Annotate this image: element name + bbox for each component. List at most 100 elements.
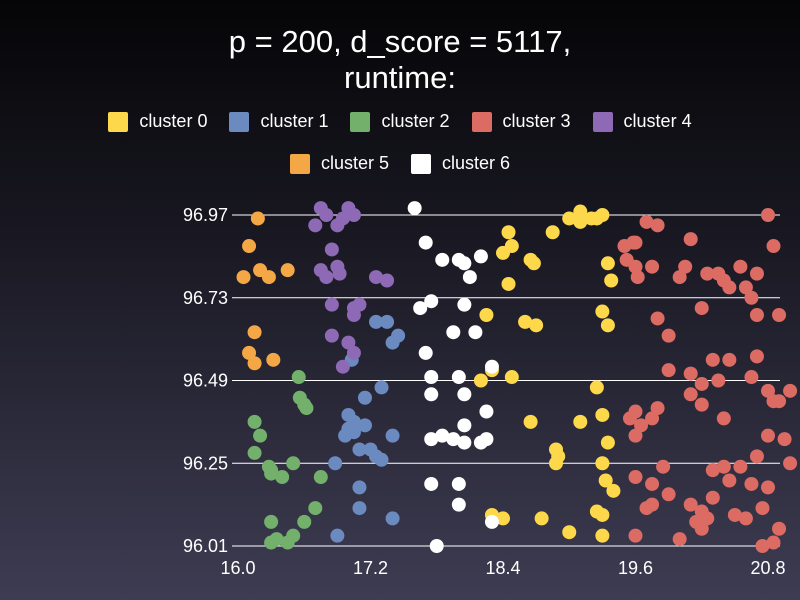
point-cluster-6[interactable] — [424, 370, 439, 385]
point-cluster-0[interactable] — [562, 211, 577, 226]
point-cluster-1[interactable] — [357, 390, 372, 405]
point-cluster-2[interactable] — [253, 428, 268, 443]
point-cluster-0[interactable] — [595, 407, 610, 422]
point-cluster-5[interactable] — [280, 263, 295, 278]
point-cluster-3[interactable] — [661, 363, 676, 378]
point-cluster-0[interactable] — [598, 473, 613, 488]
point-cluster-2[interactable] — [264, 514, 279, 529]
point-cluster-3[interactable] — [628, 428, 643, 443]
point-cluster-6[interactable] — [473, 249, 488, 264]
point-cluster-1[interactable] — [352, 442, 367, 457]
point-cluster-3[interactable] — [683, 387, 698, 402]
legend-item-cluster-4[interactable]: cluster 4 — [592, 111, 692, 132]
point-cluster-4[interactable] — [324, 242, 339, 257]
point-cluster-2[interactable] — [308, 501, 323, 516]
point-cluster-3[interactable] — [645, 259, 660, 274]
point-cluster-5[interactable] — [261, 270, 276, 285]
point-cluster-3[interactable] — [749, 266, 764, 281]
point-cluster-3[interactable] — [683, 232, 698, 247]
point-cluster-3[interactable] — [650, 401, 665, 416]
point-cluster-4[interactable] — [346, 345, 361, 360]
point-cluster-3[interactable] — [761, 428, 775, 443]
point-cluster-3[interactable] — [678, 259, 693, 274]
point-cluster-2[interactable] — [291, 370, 306, 385]
point-cluster-2[interactable] — [264, 535, 279, 550]
point-cluster-5[interactable] — [266, 352, 281, 367]
point-cluster-0[interactable] — [604, 273, 619, 288]
point-cluster-2[interactable] — [299, 401, 314, 416]
legend-item-cluster-6[interactable]: cluster 6 — [411, 153, 510, 174]
point-cluster-3[interactable] — [733, 259, 748, 274]
point-cluster-3[interactable] — [694, 397, 709, 412]
point-cluster-2[interactable] — [297, 514, 312, 529]
point-cluster-4[interactable] — [346, 307, 361, 322]
point-cluster-1[interactable] — [352, 480, 367, 495]
point-cluster-3[interactable] — [622, 411, 637, 426]
point-cluster-0[interactable] — [595, 304, 610, 319]
point-cluster-6[interactable] — [484, 359, 499, 374]
point-cluster-3[interactable] — [755, 501, 770, 516]
point-cluster-0[interactable] — [473, 373, 488, 388]
point-cluster-3[interactable] — [672, 532, 687, 547]
point-cluster-1[interactable] — [380, 314, 395, 329]
point-cluster-2[interactable] — [275, 470, 290, 485]
point-cluster-6[interactable] — [451, 497, 466, 512]
legend-item-cluster-2[interactable]: cluster 2 — [350, 111, 450, 132]
point-cluster-3[interactable] — [744, 476, 759, 491]
point-cluster-0[interactable] — [573, 414, 588, 429]
point-cluster-3[interactable] — [766, 535, 781, 550]
point-cluster-3[interactable] — [711, 373, 726, 388]
point-cluster-5[interactable] — [247, 356, 262, 371]
point-cluster-4[interactable] — [335, 359, 350, 374]
point-cluster-3[interactable] — [749, 307, 764, 322]
point-cluster-3[interactable] — [727, 507, 742, 522]
point-cluster-1[interactable] — [369, 449, 384, 464]
point-cluster-0[interactable] — [600, 318, 615, 333]
point-cluster-6[interactable] — [435, 428, 450, 443]
point-cluster-6[interactable] — [424, 387, 439, 402]
point-cluster-3[interactable] — [661, 328, 676, 343]
point-cluster-3[interactable] — [661, 487, 676, 502]
point-cluster-3[interactable] — [634, 418, 649, 433]
point-cluster-6[interactable] — [424, 476, 439, 491]
point-cluster-3[interactable] — [700, 511, 715, 526]
point-cluster-0[interactable] — [573, 214, 588, 229]
point-cluster-6[interactable] — [451, 370, 466, 385]
point-cluster-4[interactable] — [324, 328, 339, 343]
point-cluster-3[interactable] — [749, 349, 764, 364]
legend-item-cluster-0[interactable]: cluster 0 — [108, 111, 207, 132]
point-cluster-4[interactable] — [380, 273, 395, 288]
point-cluster-3[interactable] — [716, 459, 731, 474]
point-cluster-4[interactable] — [330, 218, 345, 233]
point-cluster-6[interactable] — [424, 294, 439, 309]
point-cluster-3[interactable] — [650, 311, 665, 326]
legend-item-cluster-3[interactable]: cluster 3 — [471, 111, 571, 132]
point-cluster-3[interactable] — [700, 266, 715, 281]
point-cluster-3[interactable] — [639, 214, 654, 229]
point-cluster-4[interactable] — [319, 270, 334, 285]
point-cluster-3[interactable] — [628, 528, 643, 543]
point-cluster-3[interactable] — [761, 383, 775, 398]
point-cluster-6[interactable] — [446, 325, 461, 340]
point-cluster-0[interactable] — [523, 414, 538, 429]
point-cluster-3[interactable] — [744, 370, 759, 385]
legend-item-cluster-1[interactable]: cluster 1 — [229, 111, 328, 132]
point-cluster-3[interactable] — [650, 218, 665, 233]
point-cluster-3[interactable] — [716, 411, 731, 426]
point-cluster-0[interactable] — [589, 380, 604, 395]
point-cluster-6[interactable] — [479, 432, 494, 447]
point-cluster-0[interactable] — [526, 256, 541, 271]
point-cluster-6[interactable] — [457, 435, 472, 450]
point-cluster-6[interactable] — [457, 418, 472, 433]
point-cluster-1[interactable] — [374, 380, 389, 395]
point-cluster-0[interactable] — [595, 208, 610, 222]
point-cluster-0[interactable] — [518, 314, 533, 329]
point-cluster-5[interactable] — [250, 211, 265, 226]
point-cluster-3[interactable] — [766, 239, 781, 254]
point-cluster-4[interactable] — [308, 218, 323, 233]
point-cluster-3[interactable] — [777, 432, 792, 447]
point-cluster-3[interactable] — [722, 280, 737, 295]
point-cluster-5[interactable] — [242, 239, 257, 254]
point-cluster-3[interactable] — [744, 290, 759, 305]
point-cluster-5[interactable] — [242, 345, 257, 360]
